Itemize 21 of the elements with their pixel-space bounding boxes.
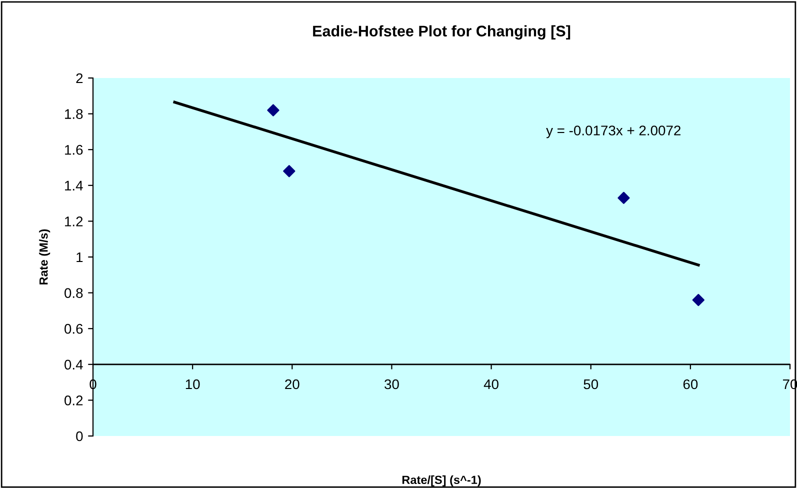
y-tick-label: 1.8 [65,109,83,119]
y-tick-label: 0.4 [64,360,83,370]
chart-title: Eadie-Hofstee Plot for Changing [S] [313,25,570,40]
x-tick-label: 10 [186,379,200,390]
y-tick-label: 0.2 [64,396,83,406]
x-tick-label: 30 [384,379,399,390]
x-tick-label: 50 [584,379,598,390]
x-tick-label: 60 [683,379,698,390]
y-tick-label: 1.2 [65,216,83,226]
annotation: y = -0.0173x + 2.0072 [546,126,680,138]
y-tick-label: 0 [76,431,83,442]
y-tick-label: 0.8 [64,288,83,298]
y-tick-label: 1.6 [65,144,83,155]
x-axis-title: Rate/[S] (s^-1) [402,475,481,486]
y-axis-title: Rate (M/s) [39,229,50,284]
x-tick-label: 20 [285,379,300,390]
y-tick-label: 1 [76,252,83,262]
y-tick-label: 2 [76,73,83,84]
x-tick-label: 40 [484,379,498,390]
y-tick-label: 1.4 [65,180,83,190]
y-tick-label: 0.6 [64,324,83,334]
